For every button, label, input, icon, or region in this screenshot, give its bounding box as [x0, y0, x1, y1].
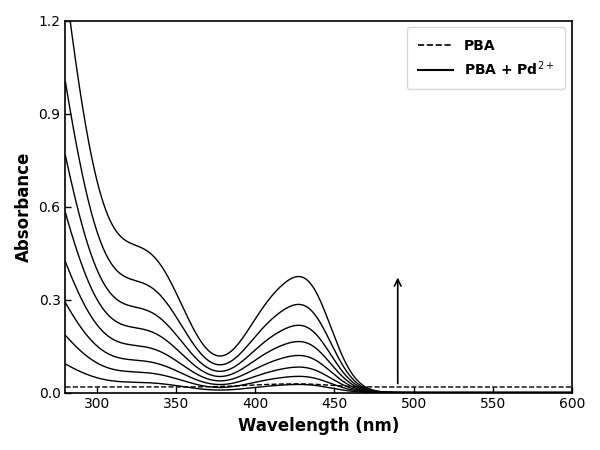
X-axis label: Wavelength (nm): Wavelength (nm)	[238, 417, 400, 435]
Y-axis label: Absorbance: Absorbance	[15, 151, 33, 262]
Legend: PBA, PBA + Pd$^{2+}$: PBA, PBA + Pd$^{2+}$	[407, 27, 565, 89]
